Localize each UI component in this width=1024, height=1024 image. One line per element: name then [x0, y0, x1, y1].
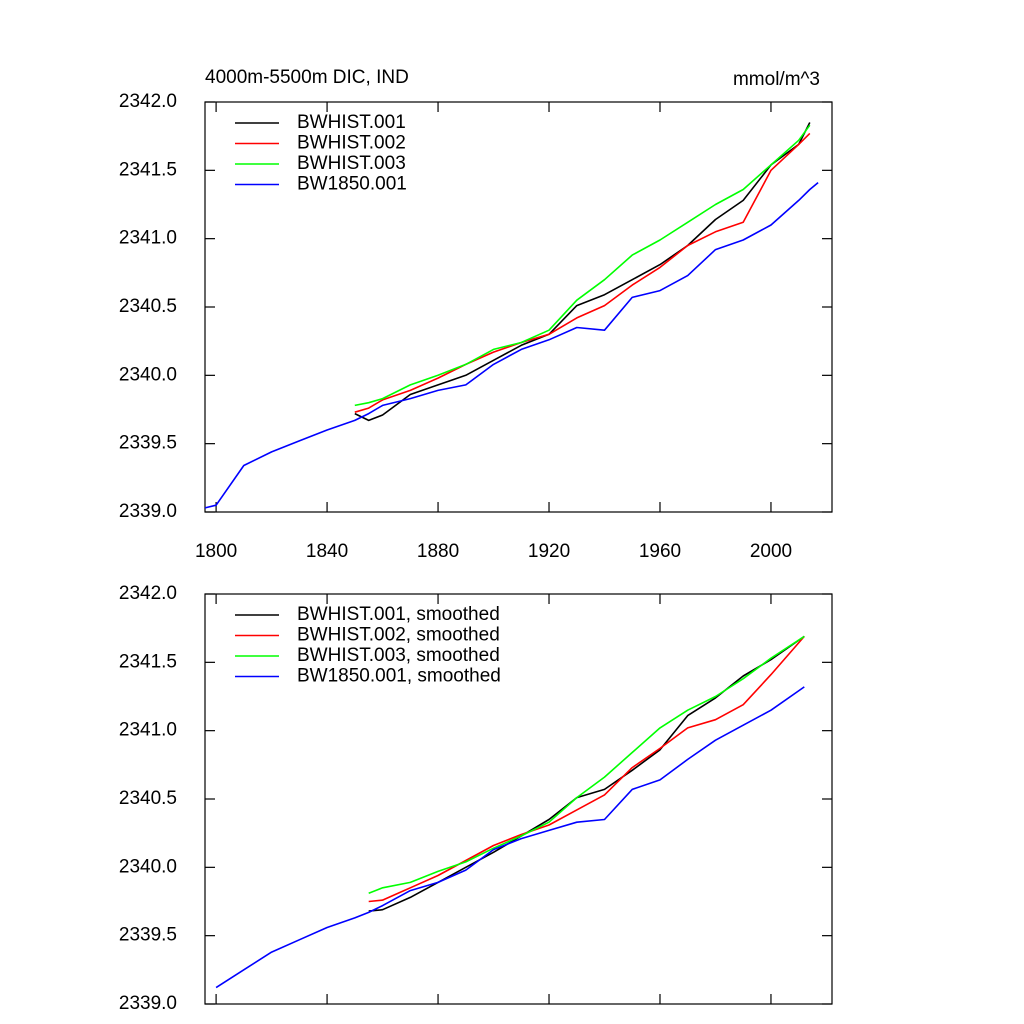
y-tick-label: 2341.0 [119, 720, 177, 741]
legend-label: BW1850.001 [297, 174, 407, 195]
y-tick-label: 2340.0 [119, 856, 177, 877]
y-tick-label: 2341.5 [119, 159, 177, 180]
x-tick-label: 1920 [528, 541, 570, 562]
series-line [204, 181, 819, 509]
y-tick-label: 2341.5 [119, 651, 177, 672]
x-tick-label: 1880 [417, 541, 459, 562]
y-tick-label: 2340.5 [119, 788, 177, 809]
plot-frame [204, 593, 833, 1005]
series-line [368, 635, 805, 903]
y-tick-label: 2339.5 [119, 925, 177, 946]
x-tick-label: 1840 [306, 541, 348, 562]
y-tick-label: 2339.0 [119, 501, 177, 522]
y-tick-label: 2342.0 [119, 583, 177, 604]
chart-title: 4000m-5500m DIC, IND [205, 67, 409, 88]
series-line [368, 635, 805, 895]
x-tick-label: 1800 [195, 541, 237, 562]
y-tick-label: 2340.0 [119, 364, 177, 385]
legend-label: BWHIST.002, smoothed [297, 625, 500, 646]
legend-label: BWHIST.003, smoothed [297, 645, 500, 666]
legend-label: BW1850.001, smoothed [297, 666, 501, 687]
y-tick-label: 2339.5 [119, 433, 177, 454]
plot-frame [204, 101, 833, 513]
series-line [215, 686, 805, 989]
y-tick-label: 2341.0 [119, 228, 177, 249]
y-tick-label: 2339.0 [119, 993, 177, 1014]
x-tick-label: 2000 [750, 541, 792, 562]
y-tick-label: 2340.5 [119, 296, 177, 317]
legend-label: BWHIST.003 [297, 153, 406, 174]
units-label: mmol/m^3 [733, 69, 820, 90]
legend-label: BWHIST.002 [297, 133, 406, 154]
series-line [354, 132, 811, 413]
legend-label: BWHIST.001 [297, 112, 406, 133]
x-tick-label: 1960 [639, 541, 681, 562]
legend-label: BWHIST.001, smoothed [297, 604, 500, 625]
y-tick-label: 2342.0 [119, 91, 177, 112]
series-line [354, 122, 811, 422]
series-line [354, 124, 811, 407]
